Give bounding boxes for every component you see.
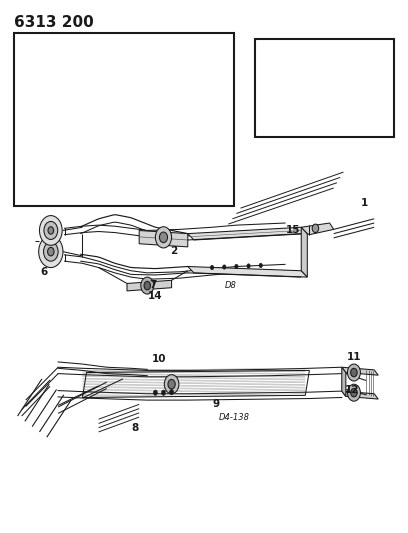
- Circle shape: [351, 368, 357, 377]
- Bar: [255, 38, 395, 136]
- Circle shape: [134, 119, 144, 132]
- Text: 6: 6: [40, 267, 48, 277]
- Text: 6313 200: 6313 200: [13, 14, 93, 30]
- Circle shape: [144, 281, 151, 290]
- Text: D4-138: D4-138: [219, 413, 250, 422]
- Text: 10: 10: [152, 354, 167, 364]
- Circle shape: [164, 375, 179, 394]
- Text: 1: 1: [360, 198, 368, 208]
- Text: 15: 15: [286, 225, 300, 236]
- Circle shape: [153, 390, 157, 395]
- Circle shape: [351, 389, 357, 397]
- Circle shape: [44, 242, 58, 261]
- Text: 4: 4: [77, 97, 84, 107]
- Circle shape: [259, 263, 262, 268]
- Circle shape: [44, 221, 58, 239]
- Text: 29: 29: [162, 156, 177, 165]
- Text: 1: 1: [216, 142, 223, 152]
- Circle shape: [48, 227, 54, 234]
- Text: D8: D8: [224, 280, 236, 289]
- Polygon shape: [342, 391, 378, 399]
- Text: 13: 13: [169, 198, 183, 208]
- Circle shape: [348, 384, 360, 401]
- Polygon shape: [164, 108, 204, 127]
- Circle shape: [348, 364, 360, 381]
- Polygon shape: [127, 280, 172, 291]
- Circle shape: [162, 390, 166, 395]
- Polygon shape: [342, 367, 346, 397]
- Text: 6: 6: [24, 176, 31, 187]
- Text: 11: 11: [347, 352, 361, 361]
- Polygon shape: [91, 135, 131, 150]
- Text: 16: 16: [81, 63, 96, 72]
- Circle shape: [160, 232, 168, 243]
- Circle shape: [321, 98, 330, 109]
- Polygon shape: [188, 227, 307, 240]
- Text: 2: 2: [170, 246, 177, 256]
- Text: 3: 3: [146, 44, 153, 54]
- Circle shape: [297, 95, 306, 107]
- Polygon shape: [342, 367, 378, 375]
- Polygon shape: [22, 171, 50, 186]
- Polygon shape: [261, 86, 350, 116]
- Circle shape: [39, 156, 49, 170]
- Polygon shape: [301, 227, 307, 277]
- Circle shape: [48, 247, 54, 256]
- Text: 24: 24: [341, 52, 355, 62]
- Circle shape: [42, 160, 47, 166]
- Polygon shape: [188, 266, 307, 277]
- Text: 7: 7: [150, 280, 157, 290]
- Text: 14: 14: [148, 290, 163, 301]
- Text: 9: 9: [213, 399, 220, 409]
- Bar: [13, 33, 234, 206]
- Circle shape: [35, 151, 53, 175]
- Text: 17: 17: [33, 68, 47, 78]
- Polygon shape: [139, 230, 188, 247]
- Circle shape: [39, 236, 63, 268]
- Circle shape: [170, 390, 174, 395]
- Circle shape: [211, 265, 214, 270]
- Circle shape: [141, 277, 154, 294]
- Circle shape: [155, 227, 172, 248]
- Circle shape: [168, 379, 175, 389]
- Circle shape: [247, 264, 250, 268]
- Circle shape: [312, 224, 319, 232]
- Circle shape: [223, 265, 226, 269]
- Polygon shape: [42, 160, 91, 177]
- Text: 5: 5: [73, 198, 80, 208]
- Circle shape: [137, 123, 142, 129]
- Polygon shape: [301, 223, 334, 235]
- Circle shape: [235, 264, 238, 269]
- Polygon shape: [115, 119, 164, 133]
- Text: 8: 8: [131, 423, 139, 433]
- Circle shape: [40, 216, 62, 245]
- Text: 12: 12: [345, 384, 359, 394]
- Text: D4: D4: [93, 192, 104, 201]
